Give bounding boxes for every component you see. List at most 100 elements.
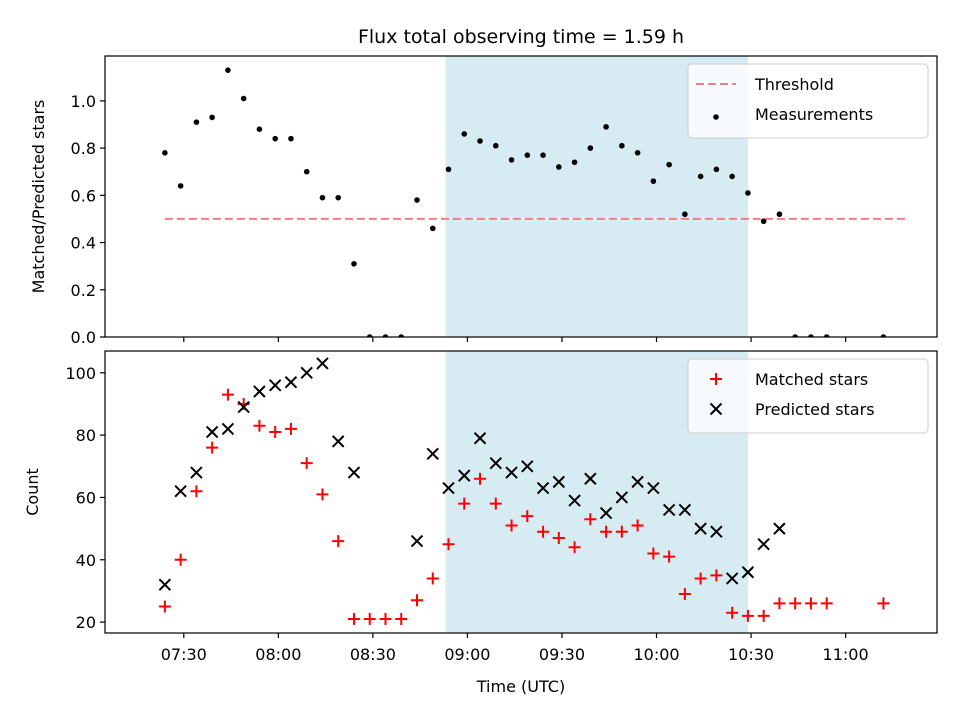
y-tick-label: 40	[76, 551, 96, 570]
series-predicted-stars-point	[300, 366, 313, 380]
legend-box	[687, 358, 929, 434]
series-predicted-stars-point	[725, 572, 739, 585]
series-matched-stars-point	[426, 572, 439, 585]
x-tick-label: 08:30	[350, 645, 396, 664]
series-measurements-point	[650, 178, 657, 184]
series-matched-stars-point	[206, 441, 219, 454]
series-measurements-point	[492, 142, 499, 149]
series-matched-stars-point	[663, 550, 676, 563]
series-predicted-stars-point	[662, 503, 676, 517]
y-tick-label: 0.8	[71, 139, 96, 158]
series-matched-stars-point	[158, 600, 171, 613]
legend-plus-handle	[710, 373, 722, 385]
legend-x-handle	[709, 402, 723, 416]
series-predicted-stars-point	[773, 522, 786, 535]
series-matched-stars-point	[190, 485, 203, 498]
series-matched-stars-point	[363, 612, 376, 625]
series-matched-stars-point	[332, 535, 345, 548]
x-tick-label: 10:00	[633, 645, 679, 664]
y-axis-label: Count	[23, 468, 42, 516]
series-predicted-stars-point	[505, 466, 518, 479]
series-measurements-point	[429, 225, 436, 232]
series-matched-stars-point	[474, 472, 487, 485]
series-measurements-point	[240, 95, 247, 102]
series-predicted-stars-point	[552, 475, 566, 489]
series-measurements-point	[540, 152, 546, 158]
series-measurements-point	[445, 166, 452, 173]
series-matched-stars-point	[253, 419, 266, 432]
series-predicted-stars-point	[631, 475, 644, 489]
series-measurements-point	[823, 334, 830, 337]
series-measurements-point	[682, 211, 688, 218]
series-matched-stars-point	[552, 531, 565, 544]
series-measurements-point	[177, 183, 184, 189]
series-matched-stars-point	[584, 513, 597, 526]
series-measurements-point	[319, 194, 326, 201]
legend-label: Predicted stars	[755, 400, 875, 419]
series-predicted-stars-point	[741, 566, 755, 579]
series-matched-stars-point	[395, 612, 408, 625]
y-tick-label: 0.6	[71, 186, 96, 205]
series-matched-stars-point	[505, 519, 518, 532]
series-measurements-point	[256, 126, 263, 133]
x-tick-label: 07:30	[161, 645, 207, 664]
x-axis-label: Time (UTC)	[476, 677, 565, 696]
x-tick-label: 09:30	[539, 645, 585, 664]
x-tick-label: 10:30	[728, 645, 774, 664]
series-matched-stars-point	[694, 572, 707, 585]
chart-title: Flux total observing time = 1.59 h	[358, 26, 684, 48]
series-measurements-point	[225, 67, 231, 73]
y-tick-label: 20	[76, 613, 96, 632]
series-predicted-stars-point	[473, 432, 487, 445]
series-predicted-stars-point	[442, 481, 455, 495]
series-matched-stars-point	[379, 612, 392, 625]
legend: Matched stars Predicted stars	[687, 358, 929, 434]
y-tick-label: 1.0	[71, 92, 96, 111]
series-predicted-stars-point	[489, 456, 502, 470]
series-matched-stars-point	[741, 609, 754, 622]
series-matched-stars-point	[174, 553, 187, 566]
legend-dot-handle	[713, 114, 719, 120]
plot-area	[158, 357, 890, 625]
y-tick-label: 80	[76, 426, 96, 445]
series-matched-stars-point	[820, 597, 833, 610]
series-matched-stars-point	[647, 547, 660, 560]
series-matched-stars-point	[631, 519, 644, 532]
series-measurements-point	[776, 211, 783, 218]
series-measurements-point	[745, 190, 751, 196]
series-measurements-point	[461, 131, 468, 137]
series-predicted-stars-point	[584, 472, 597, 485]
series-measurements-point	[335, 194, 342, 201]
x-tick-label: 08:00	[255, 645, 301, 664]
series-predicted-stars-point	[678, 503, 692, 517]
series-measurements-point	[414, 197, 420, 203]
series-measurements-point	[193, 119, 200, 125]
series-measurements-point	[760, 218, 767, 225]
series-matched-stars-point	[757, 609, 770, 622]
series-measurements-point	[603, 124, 609, 130]
series-measurements-point	[477, 138, 483, 144]
series-predicted-stars-point	[710, 525, 723, 538]
series-matched-stars-point	[284, 422, 297, 435]
series-matched-stars-point	[710, 569, 723, 582]
legend-box	[687, 63, 929, 139]
series-predicted-stars-point	[410, 534, 424, 548]
series-predicted-stars-point	[205, 425, 219, 439]
series-measurements-point	[556, 164, 562, 170]
series-measurements-point	[524, 152, 531, 158]
series-matched-stars-point	[221, 388, 234, 401]
series-matched-stars-point	[347, 612, 360, 625]
y-tick-label: 0.4	[71, 234, 96, 253]
series-matched-stars-point	[804, 597, 817, 610]
series-measurements-point	[587, 145, 594, 151]
series-predicted-stars-point	[458, 469, 471, 482]
series-matched-stars-point	[458, 497, 471, 510]
series-measurements-point	[619, 142, 625, 149]
plot-area	[162, 67, 909, 337]
series-predicted-stars-point	[253, 385, 266, 398]
series-measurements-point	[792, 334, 798, 337]
y-tick-label: 0.0	[71, 328, 96, 347]
legend-label: Matched stars	[755, 370, 868, 389]
